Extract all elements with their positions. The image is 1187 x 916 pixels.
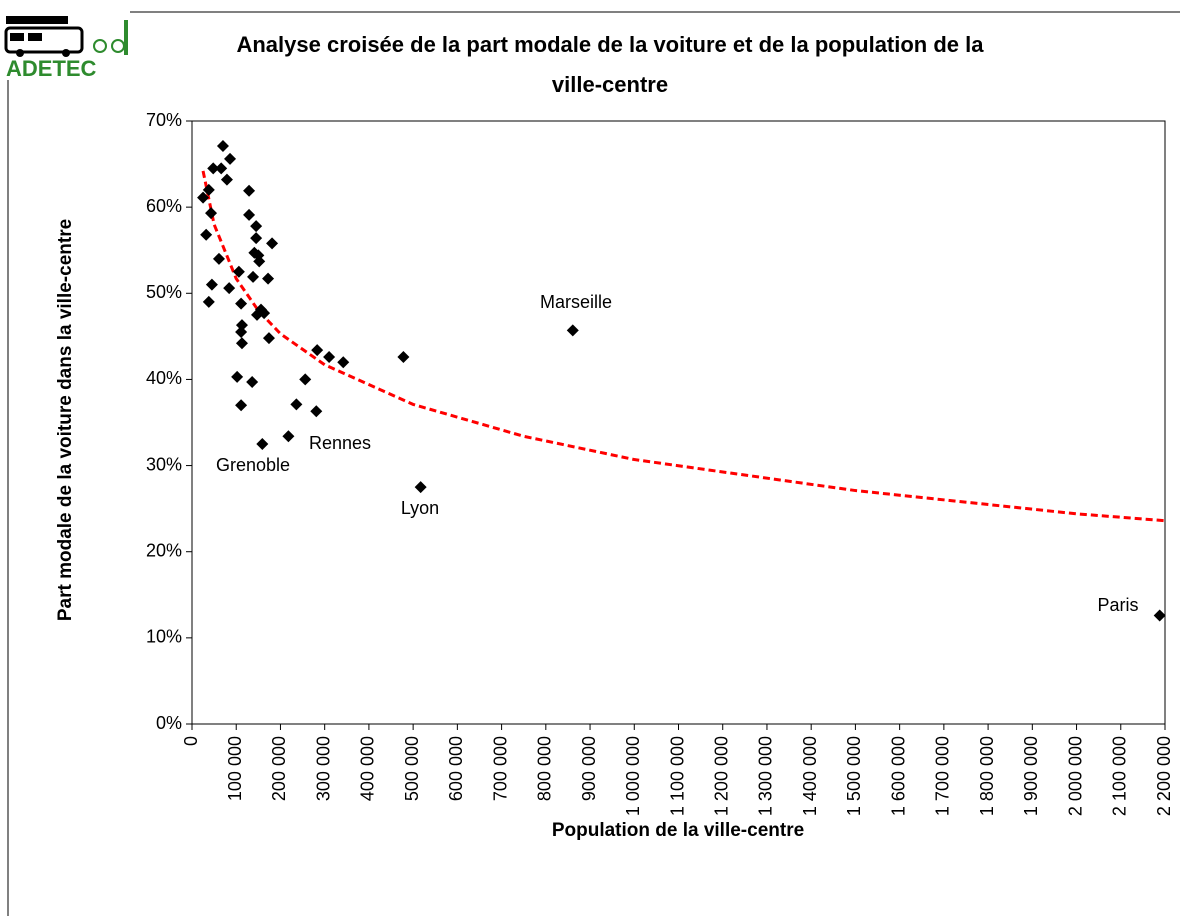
y-tick-label: 50%: [146, 282, 182, 302]
data-point: [253, 255, 266, 268]
x-tick-label: 1 900 000: [1021, 736, 1041, 816]
point-annotation: Lyon: [401, 498, 439, 518]
data-point: [235, 399, 248, 412]
x-tick-label: 0: [181, 736, 201, 746]
data-point: [290, 398, 303, 411]
data-point: [235, 319, 248, 332]
x-tick-label: 700 000: [490, 736, 510, 801]
x-axis-title: Population de la ville-centre: [552, 820, 804, 841]
data-point: [215, 162, 228, 175]
x-tick-label: 2 000 000: [1065, 736, 1085, 816]
x-tick-label: 2 100 000: [1110, 736, 1130, 816]
x-tick-label: 1 500 000: [844, 736, 864, 816]
y-tick-label: 30%: [146, 454, 182, 474]
data-point: [250, 220, 263, 233]
x-tick-label: 600 000: [446, 736, 466, 801]
x-tick-label: 1 200 000: [711, 736, 731, 816]
x-tick-label: 1 600 000: [888, 736, 908, 816]
data-point: [200, 228, 213, 241]
data-point: [212, 252, 225, 265]
data-point: [1153, 609, 1166, 622]
data-point: [310, 405, 323, 418]
data-point: [243, 208, 256, 221]
data-point: [220, 173, 233, 186]
y-axis-title: Part modale de la voiture dans la ville-…: [55, 219, 76, 621]
chart-title: ville-centre: [552, 72, 668, 97]
data-point: [337, 356, 350, 369]
x-tick-label: 2 200 000: [1154, 736, 1174, 816]
data-point: [311, 344, 324, 357]
x-tick-label: 1 700 000: [933, 736, 953, 816]
data-point: [323, 351, 336, 364]
data-point: [243, 184, 256, 197]
data-point: [202, 183, 215, 196]
data-point: [282, 430, 295, 443]
plot-frame: [191, 120, 1166, 725]
data-point: [262, 272, 275, 285]
data-point: [235, 297, 248, 310]
data-point: [235, 337, 248, 350]
point-annotation: Marseille: [540, 292, 612, 312]
x-tick-label: 800 000: [535, 736, 555, 801]
data-point: [224, 152, 237, 165]
data-point: [262, 332, 275, 345]
logo: ADETEC: [4, 16, 128, 81]
point-annotation: Grenoble: [216, 455, 290, 475]
x-tick-label: 400 000: [358, 736, 378, 801]
data-point: [235, 326, 248, 339]
x-tick-label: 200 000: [269, 736, 289, 801]
data-point: [247, 270, 260, 283]
data-point: [202, 295, 215, 308]
data-point: [258, 307, 271, 320]
x-tick-label: 1 100 000: [667, 736, 687, 816]
data-point: [250, 232, 263, 245]
data-point: [216, 139, 229, 152]
y-tick-label: 70%: [146, 110, 182, 130]
data-point: [266, 237, 279, 250]
data-point: [207, 162, 220, 175]
data-point: [231, 370, 244, 383]
data-point: [566, 324, 579, 337]
y-tick-label: 60%: [146, 196, 182, 216]
x-tick-label: 500 000: [402, 736, 422, 801]
data-point: [205, 207, 218, 220]
data-point: [197, 191, 210, 204]
y-tick-label: 10%: [146, 627, 182, 647]
y-tick-label: 40%: [146, 368, 182, 388]
data-point: [205, 278, 218, 291]
x-tick-label: 1 000 000: [623, 736, 643, 816]
data-point: [232, 265, 245, 278]
point-annotation: Paris: [1097, 595, 1138, 615]
x-tick-label: 900 000: [579, 736, 599, 801]
logo-text: ADETEC: [6, 56, 97, 81]
data-point: [397, 351, 410, 364]
data-point: [223, 282, 236, 295]
y-tick-label: 0%: [156, 713, 182, 733]
x-tick-label: 1 300 000: [756, 736, 776, 816]
trend-line: [201, 170, 1166, 523]
data-point: [299, 373, 312, 386]
data-point: [256, 438, 269, 451]
y-tick-label: 20%: [146, 540, 182, 560]
point-annotation: Rennes: [309, 433, 371, 453]
chart-title: Analyse croisée de la part modale de la …: [236, 32, 984, 57]
data-point: [414, 481, 427, 494]
x-tick-label: 1 800 000: [977, 736, 997, 816]
x-tick-label: 100 000: [225, 736, 245, 801]
data-point: [246, 376, 259, 389]
x-tick-label: 300 000: [313, 736, 333, 801]
x-tick-label: 1 400 000: [800, 736, 820, 816]
